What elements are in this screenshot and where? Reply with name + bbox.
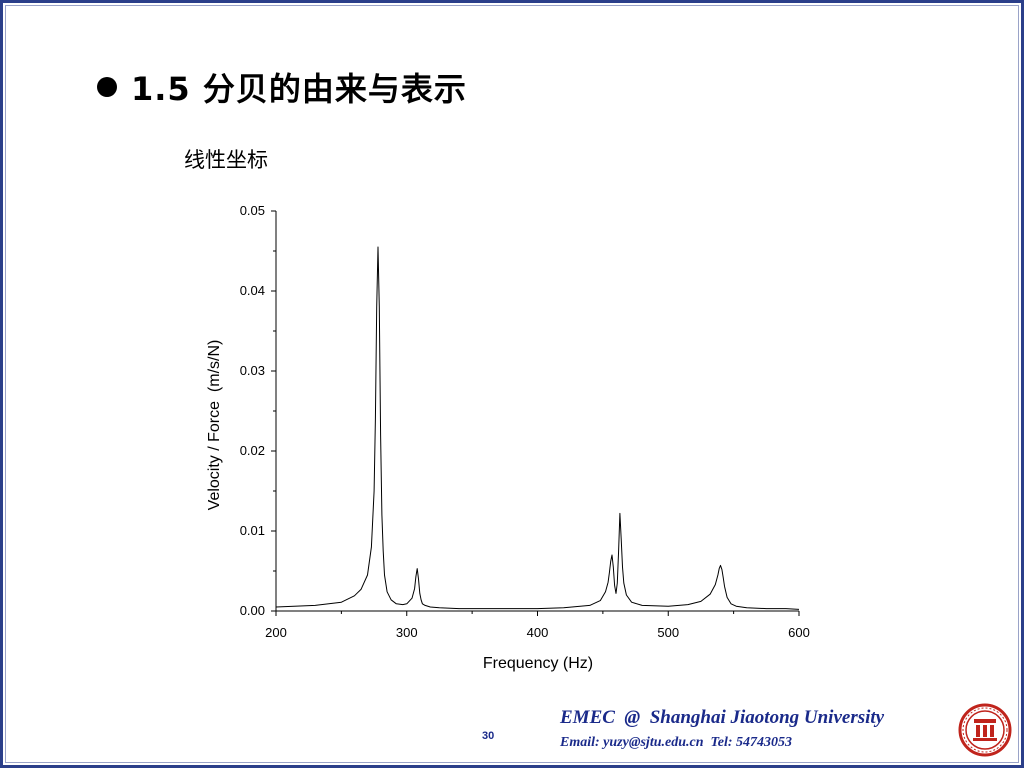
x-tick-label: 300 bbox=[396, 625, 418, 640]
y-tick-label: 0.01 bbox=[240, 523, 265, 538]
footer-contact: Email: yuzy@sjtu.edu.cn Tel: 54743053 bbox=[560, 735, 793, 750]
y-tick-label: 0.04 bbox=[240, 283, 265, 298]
x-tick-label: 500 bbox=[657, 625, 679, 640]
page-number: 30 bbox=[482, 730, 495, 742]
slide-title: 1.5 分贝的由来与表示 bbox=[97, 64, 467, 110]
footer-institution: EMEC @ Shanghai Jiaotong University bbox=[560, 707, 885, 728]
chart-series bbox=[275, 246, 800, 610]
series-line bbox=[275, 246, 800, 610]
y-tick-label: 0.05 bbox=[240, 203, 265, 218]
x-axis-label: Frequency (Hz) bbox=[483, 655, 593, 672]
y-tick-label: 0.02 bbox=[240, 443, 265, 458]
x-tick-label: 600 bbox=[788, 625, 810, 640]
university-seal-icon bbox=[958, 703, 1012, 757]
y-axis-label: Velocity / Force (m/s/N) bbox=[206, 340, 223, 511]
x-tick-label: 400 bbox=[527, 625, 549, 640]
chart-subtitle: 线性坐标 bbox=[184, 148, 268, 172]
chart-ticks: 0.00 0.01 0.02 0.03 0.04 0.05 200 300 400 500 600 bbox=[240, 203, 810, 640]
slide-title-text: 1.5 分贝的由来与表示 bbox=[131, 70, 467, 108]
bullet-icon bbox=[97, 77, 117, 97]
y-tick-label: 0.03 bbox=[240, 363, 265, 378]
x-tick-label: 200 bbox=[265, 625, 287, 640]
y-tick-label: 0.00 bbox=[240, 603, 265, 618]
chart-axes bbox=[275, 211, 799, 612]
